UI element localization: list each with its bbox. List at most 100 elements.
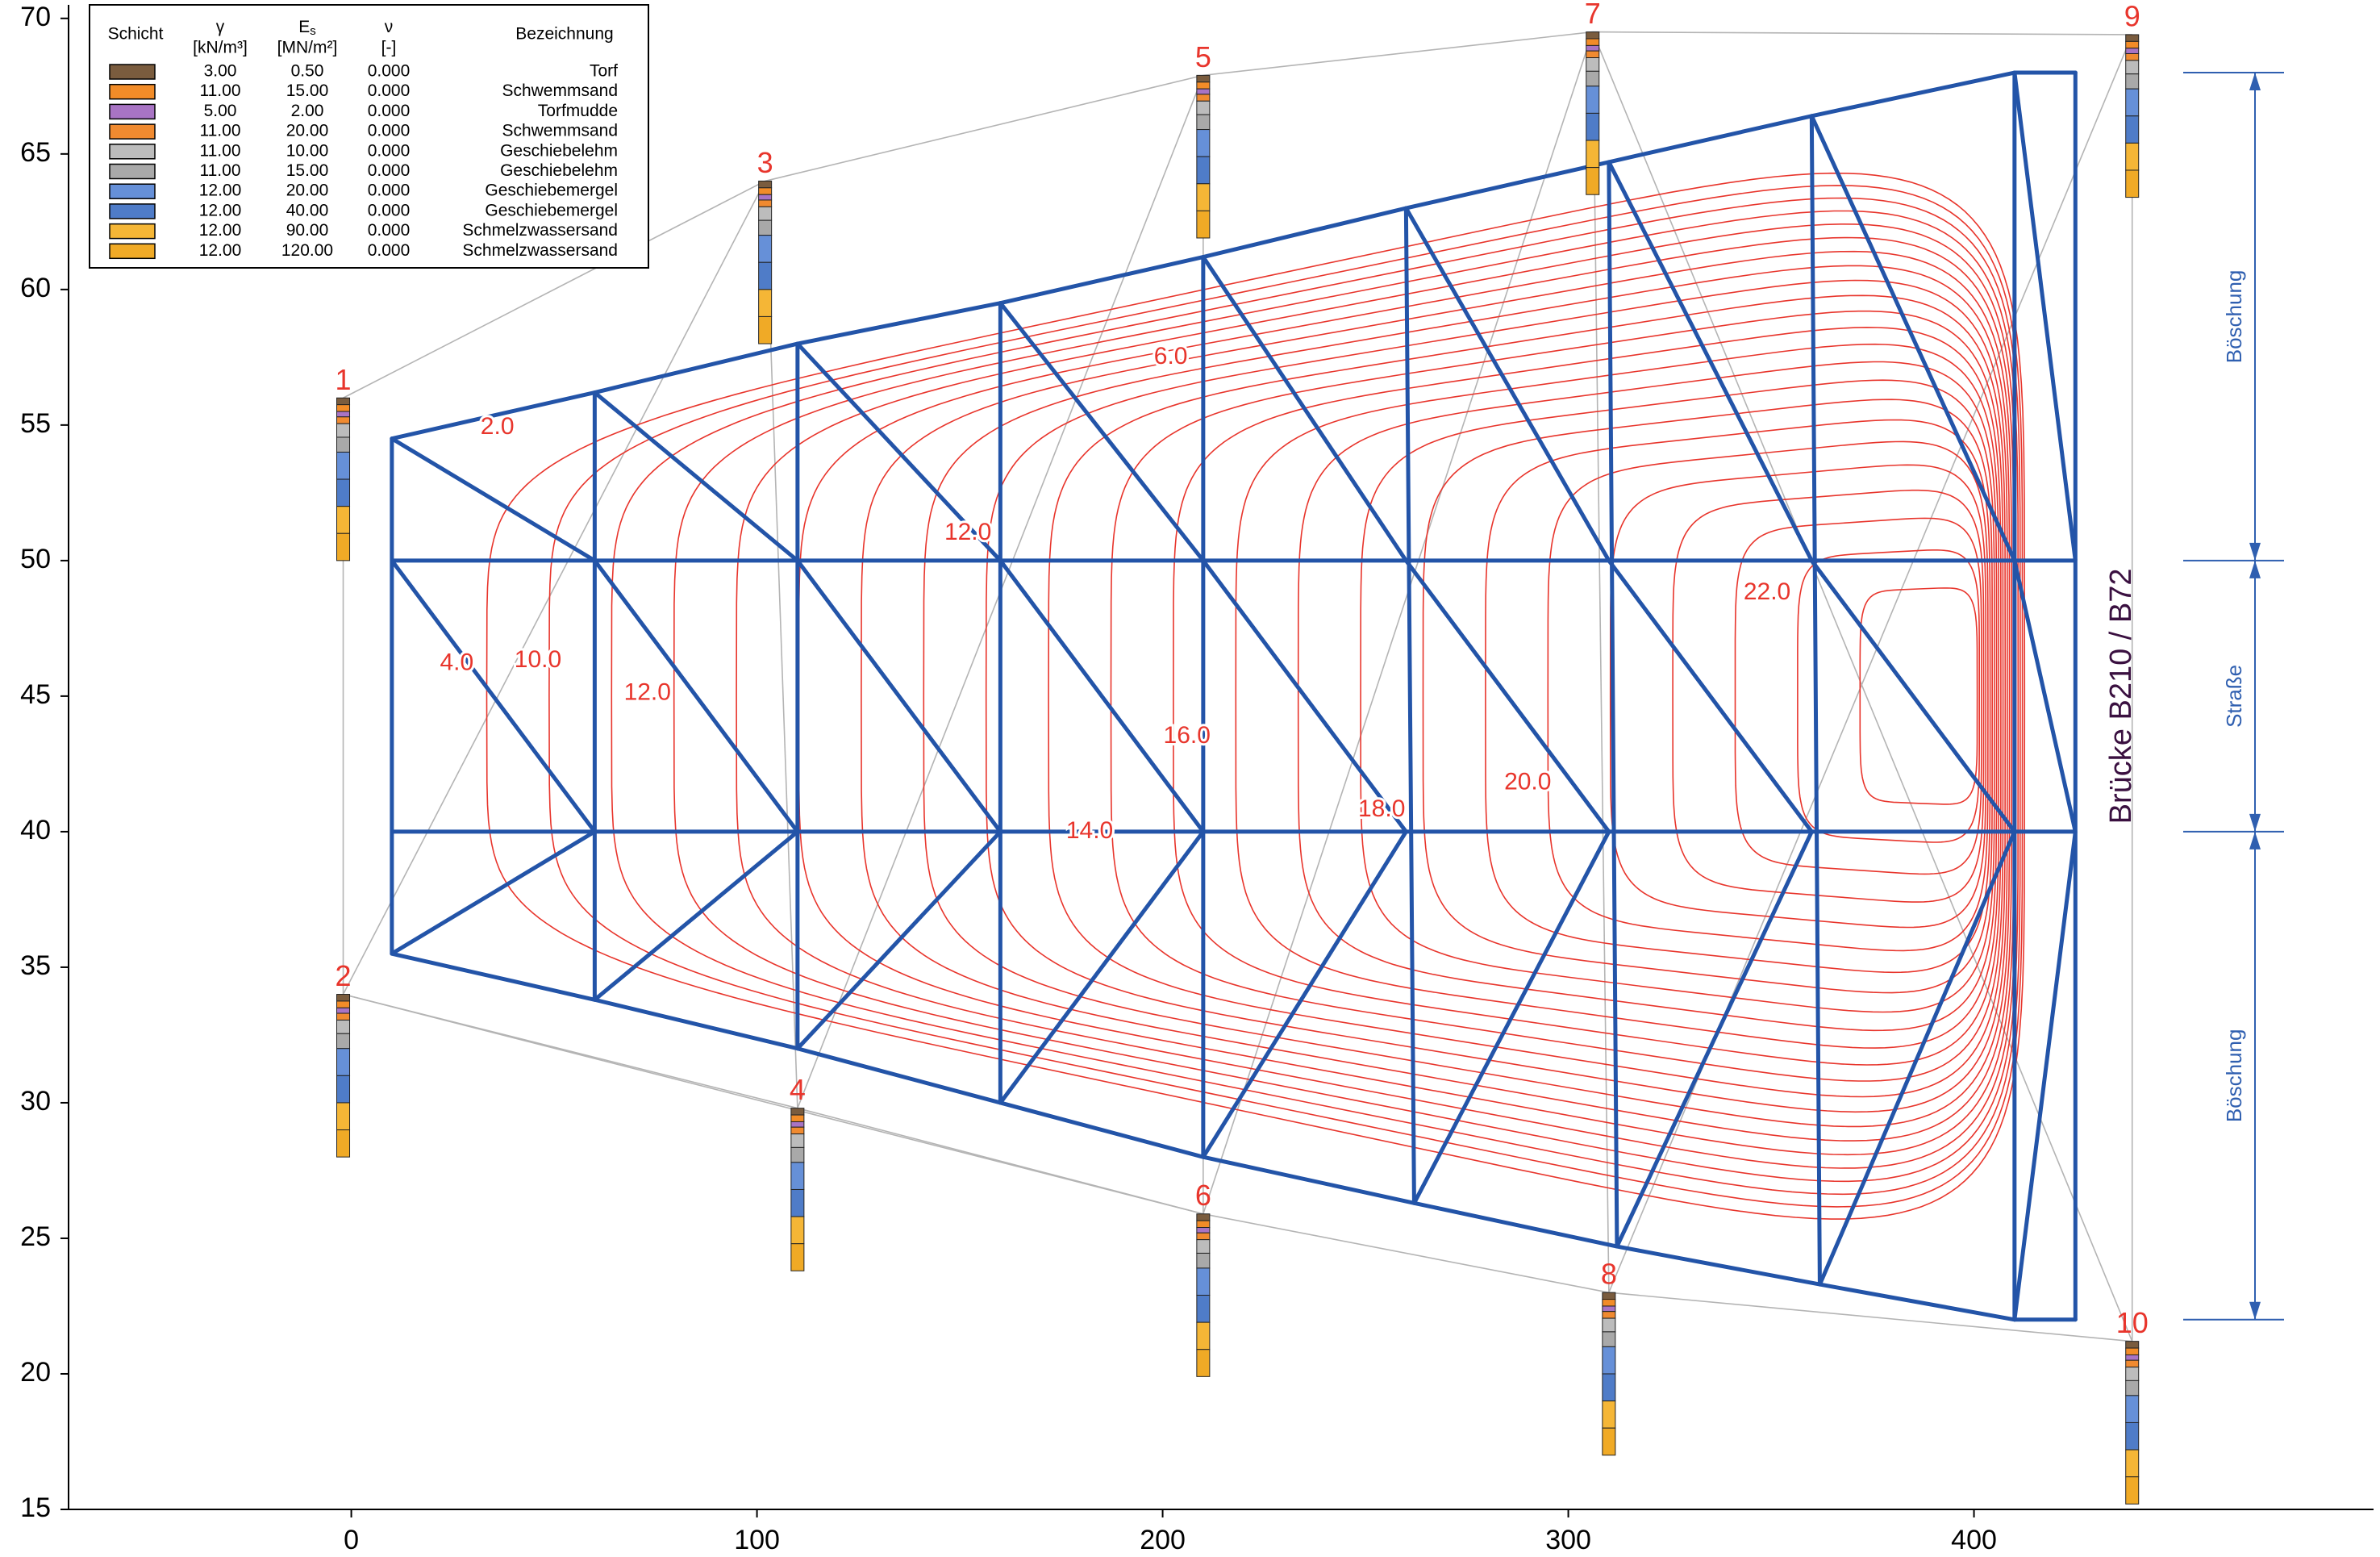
legend-nu: 0.000 bbox=[368, 62, 411, 81]
mesh-line bbox=[1403, 206, 1416, 1205]
borehole-layer bbox=[336, 994, 351, 1002]
triangulation-line bbox=[1203, 31, 1594, 1214]
legend-nu: 0.000 bbox=[368, 221, 411, 240]
triangulation-line bbox=[1608, 1292, 2132, 1342]
legend-header: Schicht bbox=[108, 25, 164, 44]
legend-gamma: 5.00 bbox=[204, 102, 237, 120]
mesh-line bbox=[998, 255, 1206, 306]
legend-header-symbol: γ bbox=[216, 18, 225, 36]
mesh-diagonal bbox=[2012, 72, 2078, 561]
borehole-layer bbox=[758, 187, 773, 195]
contour-line bbox=[736, 223, 2017, 1169]
borehole-layer bbox=[336, 506, 351, 534]
borehole-layer bbox=[1586, 31, 1600, 40]
legend-header-unit: [-] bbox=[381, 39, 397, 57]
mesh-diagonal bbox=[1201, 559, 1408, 833]
mesh-line bbox=[1607, 160, 1619, 1249]
y-tick-label: 35 bbox=[20, 950, 51, 981]
legend-nu: 0.000 bbox=[368, 201, 411, 219]
contour-label: 2.0 bbox=[481, 413, 515, 440]
mesh-diagonal bbox=[998, 830, 1205, 1104]
borehole-label: 5 bbox=[1195, 40, 1211, 73]
legend-es: 20.00 bbox=[286, 122, 329, 140]
borehole-layer bbox=[2125, 1347, 2140, 1355]
triangulation-line bbox=[797, 1107, 1204, 1215]
borehole-layer bbox=[1586, 38, 1600, 46]
borehole-layer bbox=[1196, 74, 1211, 83]
legend-header-symbol: ν bbox=[385, 18, 394, 36]
mesh-diagonal bbox=[2012, 831, 2078, 1321]
borehole-layer bbox=[1602, 1317, 1616, 1333]
borehole-layer bbox=[336, 1012, 351, 1021]
y-tick-label: 55 bbox=[20, 408, 51, 439]
borehole-layer bbox=[758, 194, 773, 201]
mesh-diagonal bbox=[1404, 207, 1611, 562]
y-tick-label: 40 bbox=[20, 815, 51, 845]
legend-header-subscript: s bbox=[310, 24, 316, 38]
contour-line bbox=[1734, 517, 1982, 875]
borehole-layer bbox=[2125, 52, 2140, 61]
borehole-layer bbox=[790, 1126, 805, 1135]
x-tick-label: 0 bbox=[344, 1525, 359, 1555]
mesh-line bbox=[1615, 1244, 1822, 1287]
legend-nu: 0.000 bbox=[368, 182, 411, 200]
mesh-diagonal bbox=[1810, 115, 2017, 561]
legend-header: Bezeichnung bbox=[515, 25, 613, 44]
borehole-layer bbox=[2125, 34, 2140, 42]
contour-line bbox=[1360, 379, 1995, 1013]
borehole-layer bbox=[2125, 1341, 2140, 1349]
borehole-layer bbox=[336, 478, 351, 507]
mesh-diagonal bbox=[1201, 256, 1408, 562]
borehole-layer bbox=[1196, 1232, 1211, 1241]
triangulation-line bbox=[343, 180, 766, 399]
legend-name: Schwemmsand bbox=[502, 81, 618, 100]
contour-line bbox=[548, 185, 2024, 1208]
borehole-label: 9 bbox=[2124, 0, 2140, 32]
y-tick-label: 15 bbox=[20, 1492, 51, 1523]
borehole-layer bbox=[336, 416, 351, 424]
y-tick-label: 60 bbox=[20, 273, 51, 303]
borehole-layer bbox=[1586, 44, 1600, 52]
legend-swatch bbox=[109, 183, 156, 199]
contour-label: 12.0 bbox=[944, 519, 991, 545]
legend: Schicht γ [kN/m³] Es[MN/m²] ν [-] Bezeichnung 3… bbox=[89, 4, 649, 269]
legend-box bbox=[89, 4, 649, 269]
borehole-layer bbox=[1586, 112, 1600, 141]
legend-swatch bbox=[109, 64, 156, 80]
mesh-diagonal bbox=[593, 829, 799, 1002]
legend-header-symbol: E bbox=[298, 18, 310, 36]
legend-gamma: 12.00 bbox=[199, 221, 242, 240]
borehole-layer bbox=[336, 1075, 351, 1104]
contour-line bbox=[1422, 399, 1994, 994]
contour-label: 10.0 bbox=[515, 646, 561, 673]
borehole-layer bbox=[336, 1048, 351, 1076]
legend-name: Schwemmsand bbox=[502, 122, 618, 140]
borehole-layer bbox=[758, 206, 773, 221]
borehole-layer bbox=[2125, 1395, 2140, 1423]
legend-es: 10.00 bbox=[286, 141, 329, 160]
mesh-line bbox=[390, 951, 597, 1002]
legend-swatch bbox=[109, 223, 156, 240]
legend-gamma: 11.00 bbox=[200, 161, 241, 180]
borehole-layer bbox=[790, 1216, 805, 1245]
borehole-layer bbox=[1196, 1349, 1211, 1377]
borehole-layer bbox=[336, 1000, 351, 1008]
borehole-layer bbox=[1196, 81, 1211, 90]
borehole-label: 2 bbox=[336, 959, 352, 992]
borehole-label: 4 bbox=[790, 1073, 806, 1106]
legend-name: Torfmudde bbox=[538, 102, 618, 120]
mesh-diagonal bbox=[1607, 161, 1814, 562]
borehole-layer bbox=[2125, 169, 2140, 198]
borehole-layer bbox=[336, 451, 351, 480]
x-tick-label: 100 bbox=[734, 1525, 780, 1555]
contour-line bbox=[1110, 310, 2004, 1082]
legend-nu: 0.000 bbox=[368, 161, 411, 180]
legend-header: γ bbox=[216, 18, 225, 36]
borehole-layer bbox=[790, 1162, 805, 1190]
legend-header-unit: [MN/m²] bbox=[277, 39, 338, 57]
borehole-layer bbox=[1602, 1427, 1616, 1456]
legend-swatch bbox=[109, 163, 156, 180]
legend-es: 15.00 bbox=[286, 161, 329, 180]
legend-gamma: 11.00 bbox=[200, 122, 241, 140]
